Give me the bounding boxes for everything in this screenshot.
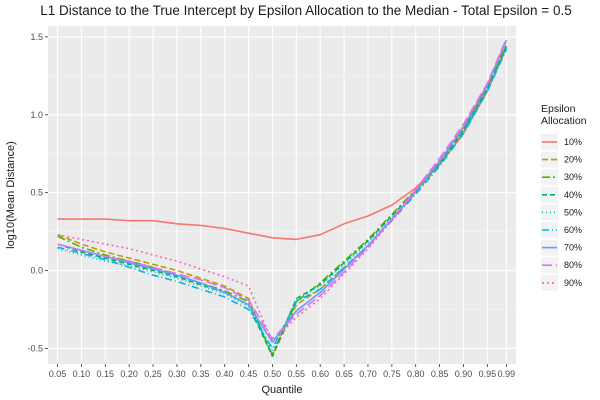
- series-line-90pct: [57, 41, 508, 344]
- x-tick-label: 0.35: [192, 369, 210, 379]
- x-tick-label: 0.20: [120, 369, 138, 379]
- legend-key-background: [541, 274, 558, 291]
- x-tick-label: 0.30: [168, 369, 186, 379]
- x-tick-label: 0.75: [383, 369, 401, 379]
- series-line-60pct: [57, 49, 508, 350]
- legend-key-background: [541, 204, 558, 221]
- x-tick-label: 0.80: [407, 369, 425, 379]
- legend-items: 10% 20% 30% 40% 50% 60% 70% 80% 90%: [541, 134, 582, 291]
- legend-label-10pct: 10%: [564, 137, 582, 147]
- series-lines: [57, 38, 508, 358]
- y-tick-label: 0.0: [30, 266, 43, 276]
- legend-label-30pct: 30%: [564, 172, 582, 182]
- chart-title: L1 Distance to the True Intercept by Eps…: [40, 3, 571, 18]
- legend-label-20pct: 20%: [564, 155, 582, 165]
- y-axis-title: log10(Mean Distance): [5, 141, 17, 249]
- y-tick-label: -0.5: [27, 343, 43, 353]
- minor-gridlines: [48, 75, 516, 310]
- x-tick-label: 0.10: [73, 369, 91, 379]
- legend: Epsilon Allocation 10% 20% 30% 40% 50% 60% 70%…: [541, 103, 587, 291]
- x-tick-label: 0.85: [431, 369, 449, 379]
- x-axis-title: Quantile: [262, 384, 303, 396]
- y-tick-label: 0.5: [30, 188, 43, 198]
- x-axis: 0.05 0.10 0.15 0.20 0.25 0.30 0.35 0.40 0.45 0.50…: [49, 364, 515, 379]
- x-tick-label: 0.40: [216, 369, 234, 379]
- legend-title-line-2: Allocation: [541, 115, 587, 127]
- y-tick-label: 1.5: [30, 32, 43, 42]
- series-line-80pct: [57, 38, 508, 340]
- legend-key-background: [541, 222, 558, 238]
- series-line-70pct: [57, 39, 508, 344]
- legend-label-50pct: 50%: [564, 207, 582, 217]
- legend-label-90pct: 90%: [564, 278, 582, 288]
- x-tick-label: 0.45: [240, 369, 258, 379]
- legend-label-70pct: 70%: [564, 243, 582, 253]
- x-tick-label: 0.90: [455, 369, 473, 379]
- legend-label-80pct: 80%: [564, 260, 582, 270]
- plot-panel: [48, 26, 516, 364]
- x-tick-label: 0.15: [97, 369, 115, 379]
- x-tick-label: 0.60: [311, 369, 329, 379]
- y-axis: -0.5 0.0 0.5 1.0 1.5: [27, 32, 48, 353]
- x-tick-label: 0.05: [49, 369, 67, 379]
- x-tick-label: 0.95: [479, 369, 497, 379]
- major-gridlines: [48, 26, 516, 364]
- x-tick-label: 0.65: [335, 369, 353, 379]
- legend-key-background: [541, 151, 558, 168]
- legend-label-40pct: 40%: [564, 190, 582, 200]
- x-tick-label: 0.50: [264, 369, 282, 379]
- x-tick-label: 0.55: [288, 369, 306, 379]
- legend-label-60pct: 60%: [564, 225, 582, 235]
- x-tick-label: 0.25: [144, 369, 162, 379]
- y-tick-label: 1.0: [30, 110, 43, 120]
- x-tick-label: 0.99: [498, 369, 516, 379]
- legend-title-line-1: Epsilon: [541, 103, 576, 115]
- legend-key-background: [541, 186, 558, 203]
- x-tick-label: 0.70: [359, 369, 377, 379]
